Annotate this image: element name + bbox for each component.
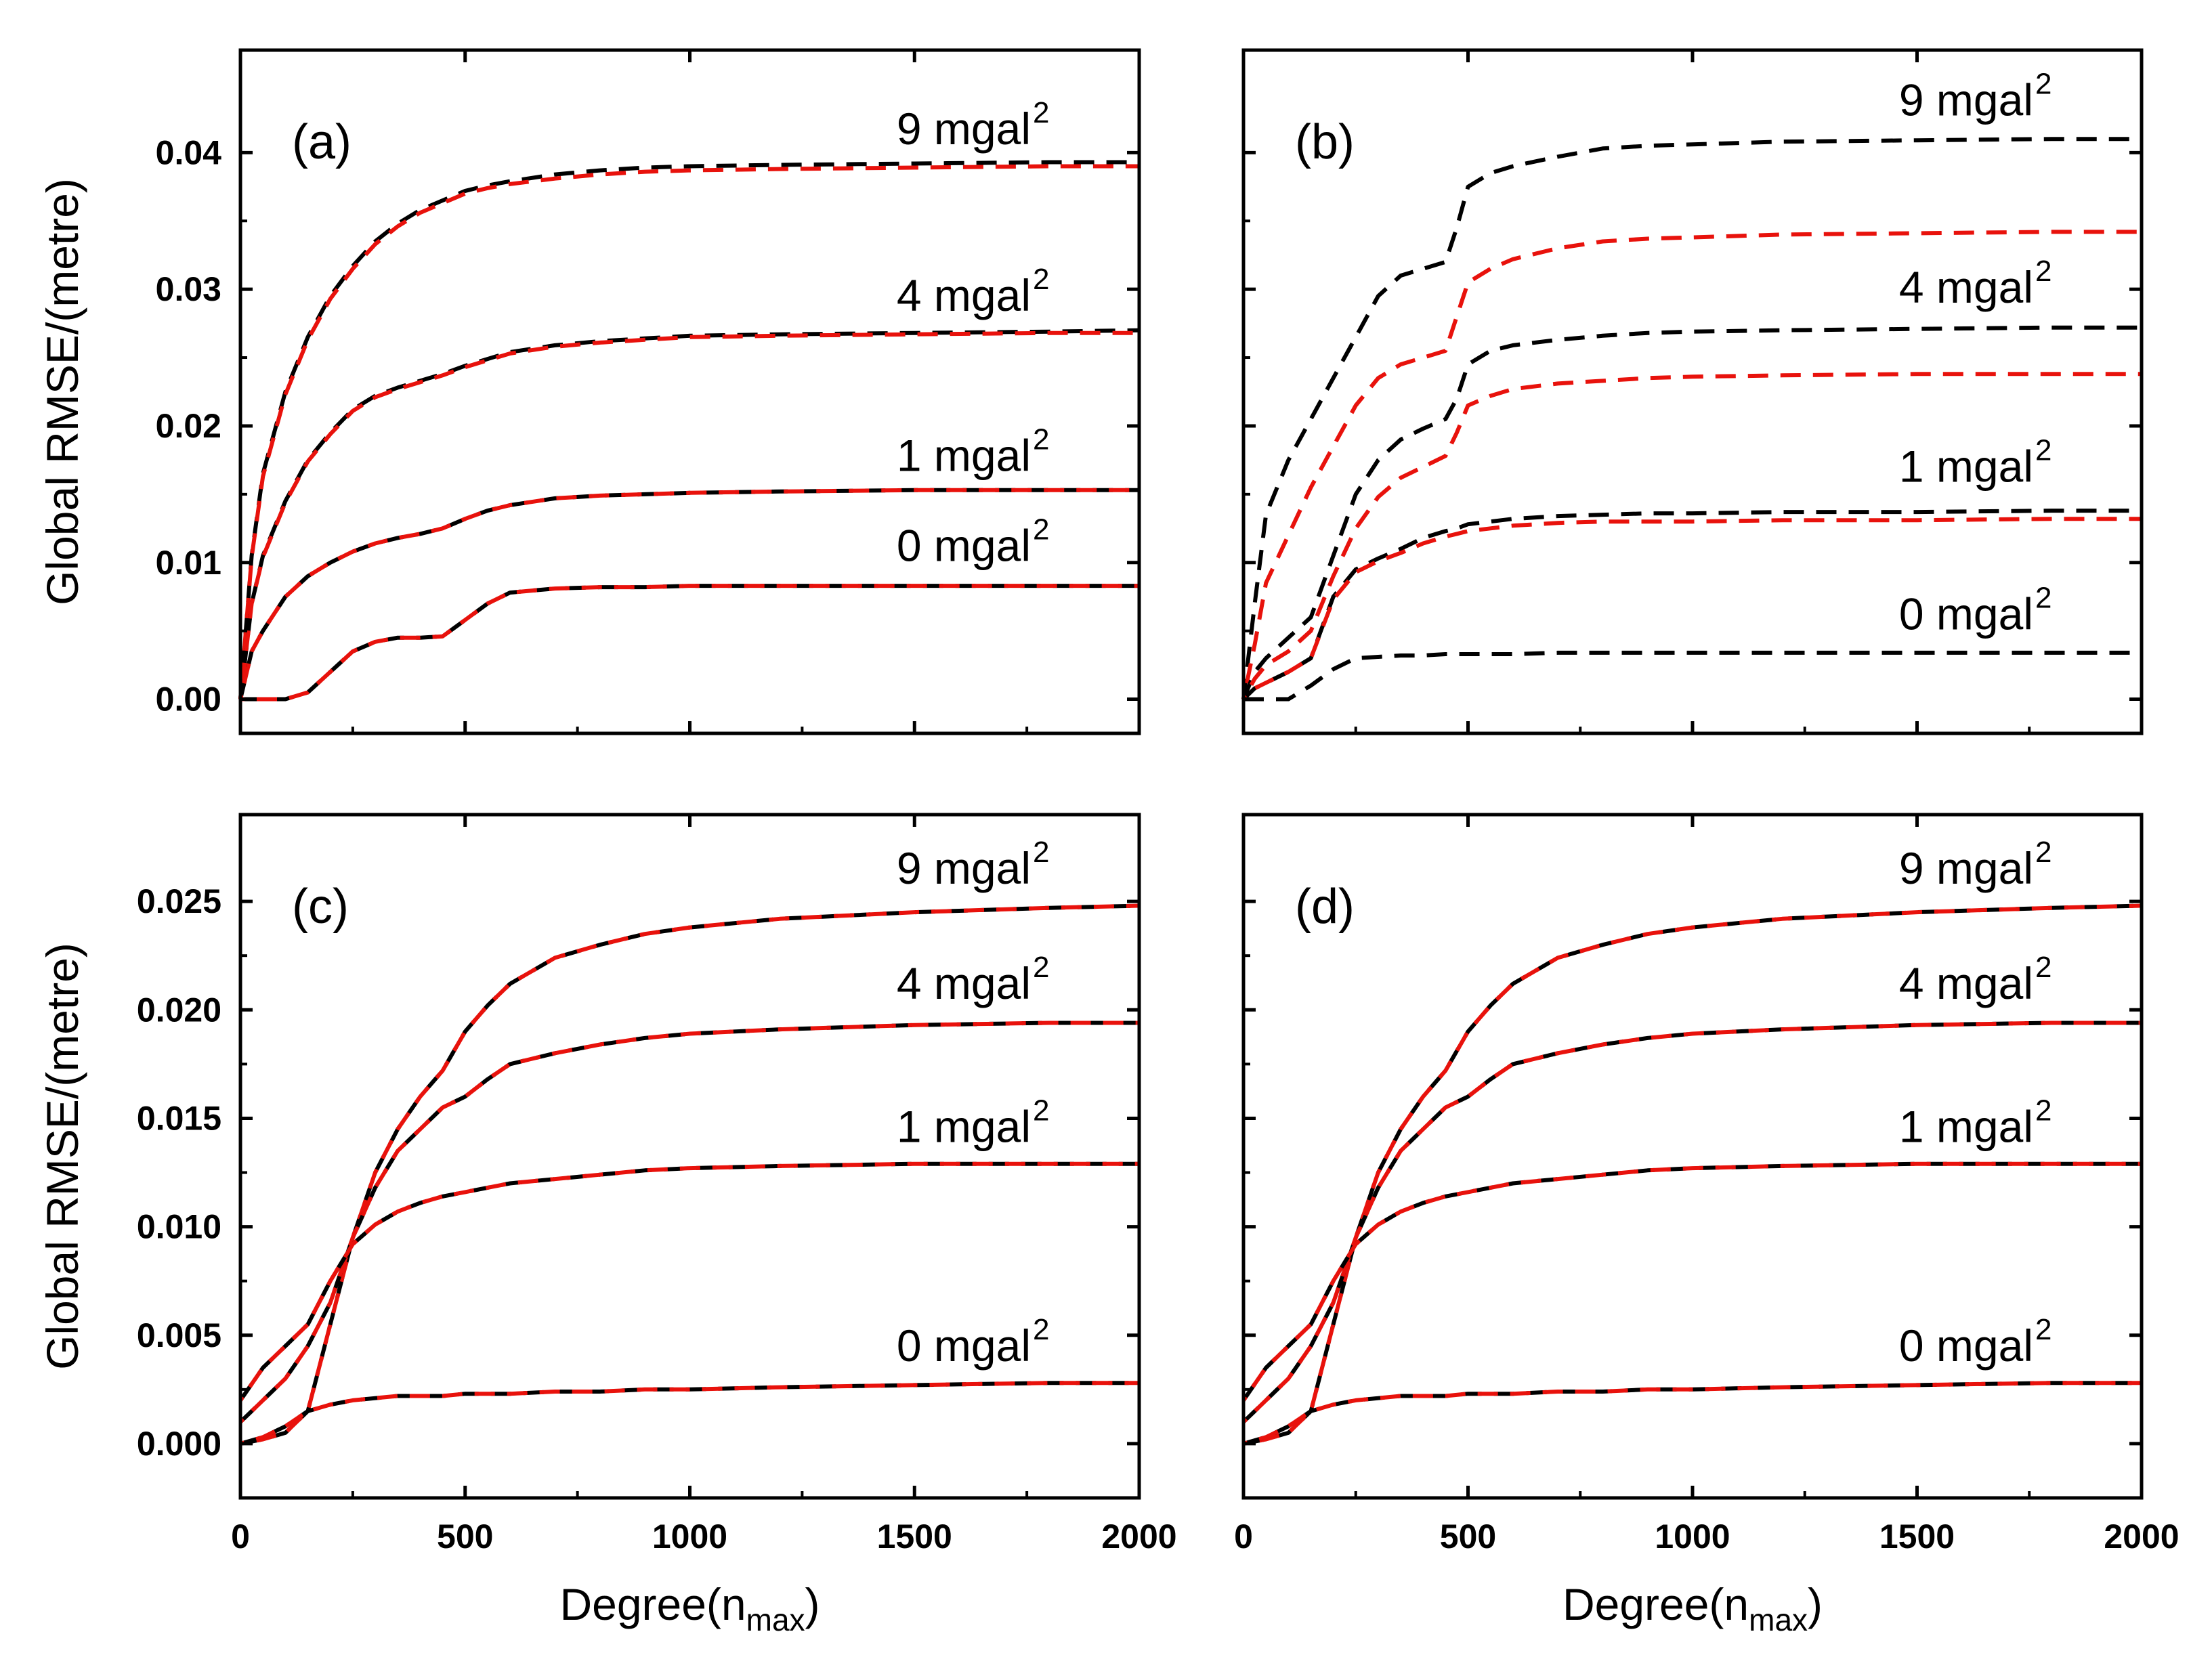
panel-b-curve-label-9-mgal: 9 mgal bbox=[1899, 75, 2033, 125]
panel-a-line-9-mgal-red bbox=[238, 164, 1139, 700]
panel-a-curve-label-sup: 2 bbox=[1033, 423, 1049, 456]
panel-c-xtick-label: 500 bbox=[437, 1518, 493, 1555]
panel-c-ytick-label: 0.000 bbox=[137, 1425, 221, 1463]
panel-c-line-9-mgal-black bbox=[240, 903, 1140, 1446]
panels: 0.000.010.020.030.04 (a) 9 mgal 24 mgal 21 m… bbox=[37, 48, 2179, 1637]
panel-a-curve-label-0-mgal: 0 mgal bbox=[897, 521, 1031, 571]
panel-b-series bbox=[1241, 137, 2142, 702]
panel-c-curve-label-sup: 2 bbox=[1033, 836, 1049, 869]
panel-c: 0 500 1000 1500 2000 0.000 0.005 0.010 0.015 0.02… bbox=[37, 813, 1177, 1637]
panel-c-ytick-label: 0.020 bbox=[137, 991, 221, 1029]
panel-b-line-4-mgal-red bbox=[1241, 372, 2142, 700]
panel-d-line-0-mgal-red bbox=[1243, 1381, 2142, 1446]
panel-b-curve-label-1-mgal: 1 mgal bbox=[1899, 441, 2033, 491]
panel-c-ytick-label: 0.005 bbox=[137, 1316, 221, 1354]
panel-b-curve-label-4-mgal: 4 mgal bbox=[1899, 262, 2033, 312]
panel-d-curve-label-sup: 2 bbox=[2035, 1094, 2051, 1127]
panel-c-ylabel: Global RMSE/(metre) bbox=[37, 943, 87, 1370]
panel-b-line-9-mgal-black bbox=[1241, 137, 2142, 700]
panel-c-series bbox=[238, 903, 1140, 1446]
panel-b-line-0-mgal-black bbox=[1243, 650, 2142, 702]
panel-c-line-0-mgal-red bbox=[240, 1381, 1139, 1446]
panel-b-line-4-mgal-black bbox=[1241, 325, 2142, 700]
panel-c-xlabel: Degree(nmax) bbox=[559, 1579, 820, 1637]
panel-d-line-9-mgal-black bbox=[1243, 903, 2142, 1446]
panel-a-ytick-label: 0.01 bbox=[156, 544, 221, 582]
panel-a-ytick-label: 0.03 bbox=[156, 270, 221, 308]
panel-a-ytick-label: 0.00 bbox=[156, 681, 221, 718]
panel-d-xtick-label: 500 bbox=[1440, 1518, 1496, 1555]
panel-d-line-1-mgal-red bbox=[1241, 1161, 2142, 1402]
panel-a-line-1-mgal-red bbox=[238, 488, 1139, 700]
panel-c-curve-label-1-mgal: 1 mgal bbox=[897, 1101, 1031, 1151]
panel-c-line-9-mgal-red bbox=[240, 903, 1140, 1446]
panel-d-series bbox=[1241, 903, 2142, 1446]
panel-b-line-1-mgal-black bbox=[1241, 509, 2142, 701]
panel-c-xtick-label: 2000 bbox=[1101, 1518, 1176, 1555]
panel-a-label: (a) bbox=[292, 115, 352, 169]
panel-d-curve-label-9-mgal: 9 mgal bbox=[1899, 843, 2033, 893]
panel-a-line-1-mgal-black bbox=[238, 488, 1139, 700]
panel-d-xtick-label: 1500 bbox=[1879, 1518, 1955, 1555]
panel-b-curve-label-sup: 2 bbox=[2035, 433, 2051, 467]
panel-d-line-9-mgal-red bbox=[1243, 903, 2142, 1446]
panel-a-curve-label-4-mgal: 4 mgal bbox=[897, 270, 1031, 320]
panel-c-curve-label-4-mgal: 4 mgal bbox=[897, 958, 1031, 1008]
panel-d-curve-label-1-mgal: 1 mgal bbox=[1899, 1101, 2033, 1151]
panel-b: (b)9 mgal 24 mgal 21 mgal 20 mgal 2 bbox=[1241, 48, 2144, 735]
panel-b-line-1-mgal-red bbox=[1241, 517, 2142, 701]
panel-a-ylabel: Global RMSE/(metre) bbox=[37, 178, 87, 605]
panel-b-curve-label-sup: 2 bbox=[2035, 581, 2051, 614]
panel-c-curve-label-sup: 2 bbox=[1033, 1094, 1049, 1127]
panel-c-ytick-label: 0.010 bbox=[137, 1208, 221, 1246]
panel-b-curve-label-0-mgal: 0 mgal bbox=[1899, 588, 2033, 639]
panel-d-line-4-mgal-red bbox=[1241, 1020, 2142, 1424]
panel-c-xtick-label: 1000 bbox=[652, 1518, 727, 1555]
panel-a-line-0-mgal-red bbox=[240, 584, 1139, 702]
panel-a-ytick-label: 0.02 bbox=[156, 407, 221, 445]
panel-d-curve-label-sup: 2 bbox=[2035, 951, 2051, 984]
panel-d-xtick-label: 0 bbox=[1234, 1518, 1253, 1555]
panel-c-curve-label-9-mgal: 9 mgal bbox=[897, 843, 1031, 893]
panel-b-label: (b) bbox=[1295, 115, 1355, 169]
panel-d-xtick-label: 1000 bbox=[1655, 1518, 1730, 1555]
panel-a-curve-label-sup: 2 bbox=[1033, 513, 1049, 546]
panel-d-xtick-label: 2000 bbox=[2104, 1518, 2179, 1555]
panel-a-curve-label-sup: 2 bbox=[1033, 263, 1049, 296]
panel-c-curve-label-sup: 2 bbox=[1033, 1313, 1049, 1346]
panel-c-xtick-label: 1500 bbox=[877, 1518, 952, 1555]
panel-c-ytick-label: 0.025 bbox=[137, 882, 221, 920]
panel-a-series bbox=[238, 160, 1140, 702]
panel-d: 0 500 1000 1500 2000(d)9 mgal 24 mgal 21 mgal 2… bbox=[1234, 813, 2179, 1637]
panel-d-curve-label-sup: 2 bbox=[2035, 1313, 2051, 1346]
panel-c-line-4-mgal-black bbox=[238, 1020, 1139, 1424]
panel-c-line-1-mgal-red bbox=[238, 1161, 1139, 1402]
panel-b-curve-label-sup: 2 bbox=[2035, 68, 2051, 101]
panel-d-curve-label-sup: 2 bbox=[2035, 836, 2051, 869]
panel-d-curve-label-0-mgal: 0 mgal bbox=[1899, 1320, 2033, 1371]
panel-a-line-4-mgal-red bbox=[238, 330, 1139, 700]
panel-a: 0.000.010.020.030.04 (a) 9 mgal 24 mgal 21 m… bbox=[37, 48, 1141, 735]
panel-d-label: (d) bbox=[1295, 880, 1355, 934]
panel-c-ytick-label: 0.015 bbox=[137, 1099, 221, 1137]
panel-c-curve-label-sup: 2 bbox=[1033, 951, 1049, 984]
panel-d-xlabel: Degree(nmax) bbox=[1562, 1579, 1823, 1637]
panel-a-curve-label-1-mgal: 1 mgal bbox=[897, 430, 1031, 480]
panel-a-curve-label-sup: 2 bbox=[1033, 96, 1049, 129]
panel-d-curve-label-4-mgal: 4 mgal bbox=[1899, 958, 2033, 1008]
panel-a-line-0-mgal-black bbox=[240, 584, 1139, 702]
panel-c-xtick-label: 0 bbox=[231, 1518, 250, 1555]
panel-b-curve-label-sup: 2 bbox=[2035, 255, 2051, 288]
panel-c-curve-label-0-mgal: 0 mgal bbox=[897, 1320, 1031, 1371]
panel-a-line-9-mgal-black bbox=[238, 160, 1139, 700]
panel-a-ytick-label: 0.04 bbox=[156, 133, 222, 171]
panel-a-curve-label-9-mgal: 9 mgal bbox=[897, 104, 1031, 154]
panel-c-line-4-mgal-red bbox=[238, 1020, 1139, 1424]
panel-c-label: (c) bbox=[292, 880, 349, 934]
